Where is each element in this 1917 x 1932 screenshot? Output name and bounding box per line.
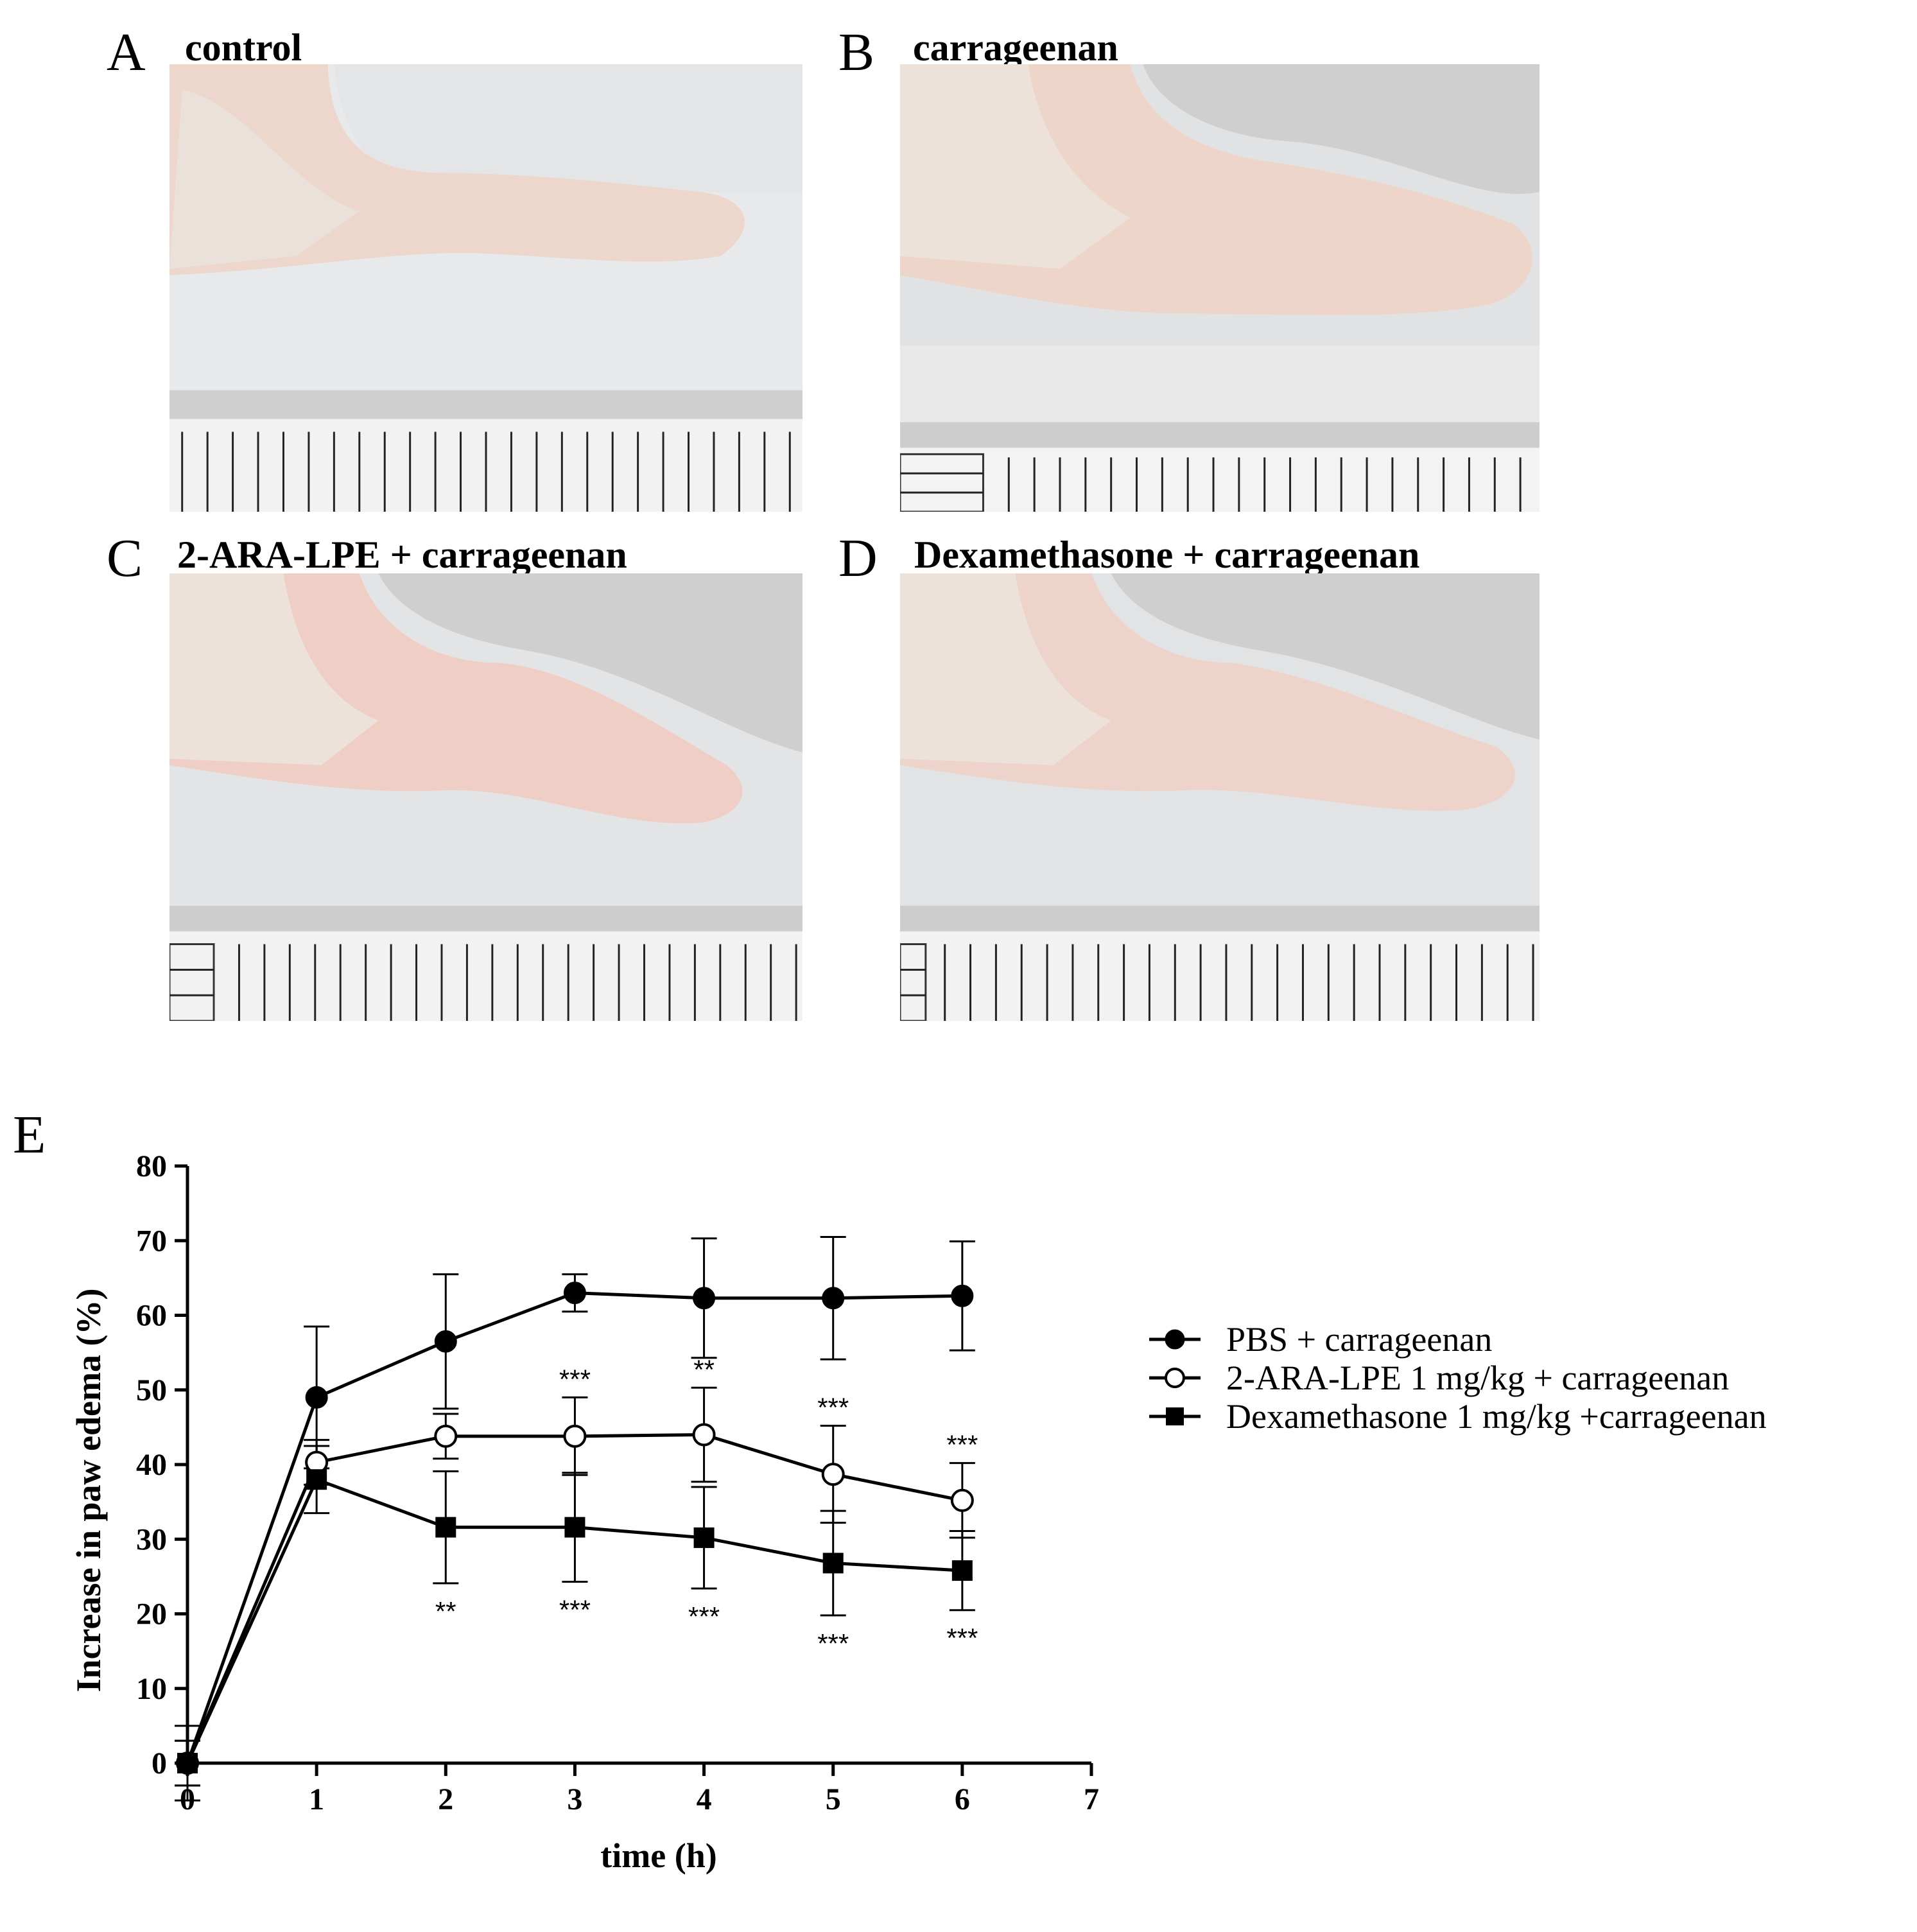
panel-c-title: 2-ARA-LPE + carrageenan xyxy=(177,534,627,576)
y-axis-title: Increase in paw edema (%) xyxy=(69,1289,108,1693)
x-tick-label: 7 xyxy=(1084,1782,1099,1816)
panel-c-letter: C xyxy=(107,528,143,588)
panel-a-letter: A xyxy=(107,22,146,82)
filled-circle-marker xyxy=(305,1386,328,1409)
y-tick-label: 0 xyxy=(152,1746,167,1780)
y-tick-label: 40 xyxy=(136,1448,167,1482)
filled-square-marker xyxy=(564,1517,586,1538)
panel-b-letter: B xyxy=(838,22,875,82)
x-tick-label: 2 xyxy=(438,1782,453,1816)
significance-star: *** xyxy=(817,1628,849,1658)
paw-photo-carrageenan xyxy=(900,64,1540,512)
filled-circle-marker xyxy=(822,1287,845,1310)
significance-star: *** xyxy=(946,1623,978,1653)
paw-photo-control xyxy=(169,64,802,512)
open-circle-marker xyxy=(563,1424,587,1448)
paw-photo-dexamethasone xyxy=(900,573,1540,1021)
y-tick-label: 80 xyxy=(136,1149,167,1183)
x-axis-title: time (h) xyxy=(600,1836,716,1875)
paw-edema-line-chart: 0123456701020304050607080time (h)Increas… xyxy=(69,1149,1767,1875)
panel-c-paw-photo xyxy=(169,573,802,1021)
filled-square-marker xyxy=(435,1517,456,1538)
open-circle-marker xyxy=(1165,1368,1185,1388)
significance-star: ** xyxy=(435,1596,456,1626)
panel-d-paw-photo xyxy=(900,573,1540,1021)
y-tick-label: 20 xyxy=(136,1597,167,1632)
series-markers xyxy=(176,1282,974,1775)
filled-circle-marker xyxy=(563,1282,586,1305)
filled-square-marker xyxy=(177,1753,198,1773)
filled-circle-marker xyxy=(1165,1329,1185,1350)
x-tick-label: 5 xyxy=(826,1782,841,1816)
y-tick-label: 60 xyxy=(136,1299,167,1333)
open-circle-marker xyxy=(434,1424,458,1448)
axes: 0123456701020304050607080time (h)Increas… xyxy=(69,1149,1099,1875)
open-circle-marker xyxy=(950,1488,974,1512)
significance-stars: *** ********** *** ****** *** xyxy=(435,1354,978,1658)
significance-star: *** xyxy=(559,1364,591,1394)
y-tick-label: 10 xyxy=(136,1672,167,1706)
y-tick-label: 30 xyxy=(136,1522,167,1556)
filled-circle-marker xyxy=(951,1284,974,1307)
panel-b-paw-photo xyxy=(900,64,1540,512)
panel-e-letter: E xyxy=(13,1105,46,1165)
paw-photo-2ara-lpe xyxy=(169,573,802,1021)
filled-circle-marker xyxy=(434,1330,457,1353)
filled-square-marker xyxy=(306,1469,327,1490)
panel-b-title: carrageenan xyxy=(913,26,1118,69)
panel-a-paw-photo xyxy=(169,64,802,512)
filled-square-marker xyxy=(693,1527,715,1548)
x-tick-label: 4 xyxy=(697,1782,712,1816)
y-tick-label: 50 xyxy=(136,1373,167,1407)
legend-label: 2-ARA-LPE 1 mg/kg + carrageenan xyxy=(1226,1359,1729,1397)
y-tick-label: 70 xyxy=(136,1224,167,1258)
panel-d-letter: D xyxy=(838,528,878,588)
legend-label: PBS + carrageenan xyxy=(1226,1320,1492,1359)
panel-d-title: Dexamethasone + carrageenan xyxy=(914,534,1420,576)
filled-circle-marker xyxy=(693,1287,716,1310)
x-tick-label: 6 xyxy=(955,1782,970,1816)
significance-star: *** xyxy=(817,1393,849,1423)
legend-label: Dexamethasone 1 mg/kg +carrageenan xyxy=(1226,1397,1767,1436)
open-circle-marker xyxy=(692,1423,716,1447)
open-circle-marker xyxy=(821,1463,845,1486)
significance-star: *** xyxy=(559,1595,591,1625)
x-tick-label: 1 xyxy=(309,1782,324,1816)
x-tick-label: 3 xyxy=(567,1782,582,1816)
significance-star: *** xyxy=(688,1601,720,1632)
filled-square-marker xyxy=(1166,1407,1184,1425)
significance-star: ** xyxy=(693,1354,715,1384)
significance-star: *** xyxy=(946,1430,978,1460)
filled-square-marker xyxy=(822,1553,844,1574)
filled-square-marker xyxy=(951,1560,973,1581)
panel-a-title: control xyxy=(185,26,302,69)
